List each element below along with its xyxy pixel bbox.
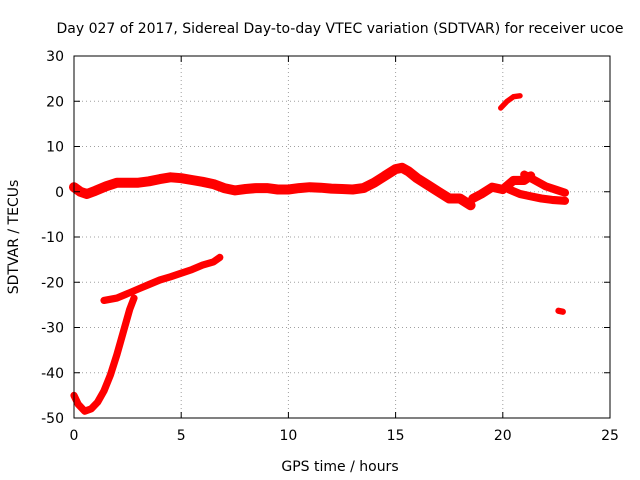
axis-ticks: 0 5 10 15 20 25 -50 -40 -30 -20 -10 0 10 20 30 — [41, 49, 619, 444]
x-axis-label: GPS time / hours — [281, 459, 398, 475]
x-tick-label: 25 — [601, 428, 619, 444]
grid-lines — [74, 56, 610, 418]
y-tick-label: -10 — [41, 230, 64, 246]
series-main-band — [69, 162, 476, 211]
series-isolated-point — [555, 307, 566, 315]
series-late-band — [468, 171, 536, 204]
series-late-fan-lower — [505, 185, 570, 205]
y-tick-label: -30 — [41, 321, 64, 337]
x-tick-label: 5 — [177, 428, 186, 444]
chart-title: Day 027 of 2017, Sidereal Day-to-day VTE… — [57, 21, 624, 37]
data-series — [69, 93, 570, 415]
y-tick-label: -50 — [41, 411, 64, 427]
x-tick-label: 0 — [70, 428, 79, 444]
series-high-arc — [498, 93, 523, 111]
series-late-fan-upper — [520, 170, 570, 197]
y-tick-label: 20 — [46, 94, 64, 110]
x-tick-label: 15 — [387, 428, 405, 444]
x-tick-label: 10 — [279, 428, 297, 444]
y-tick-label: 0 — [55, 185, 64, 201]
y-tick-label: 30 — [46, 49, 64, 65]
y-tick-label: -40 — [41, 366, 64, 382]
y-tick-label: -20 — [41, 275, 64, 291]
series-low-arc — [70, 294, 138, 415]
x-tick-label: 20 — [494, 428, 512, 444]
y-tick-label: 10 — [46, 140, 64, 156]
series-rising-arc — [100, 253, 224, 304]
y-axis-label: SDTVAR / TECUs — [6, 180, 22, 295]
